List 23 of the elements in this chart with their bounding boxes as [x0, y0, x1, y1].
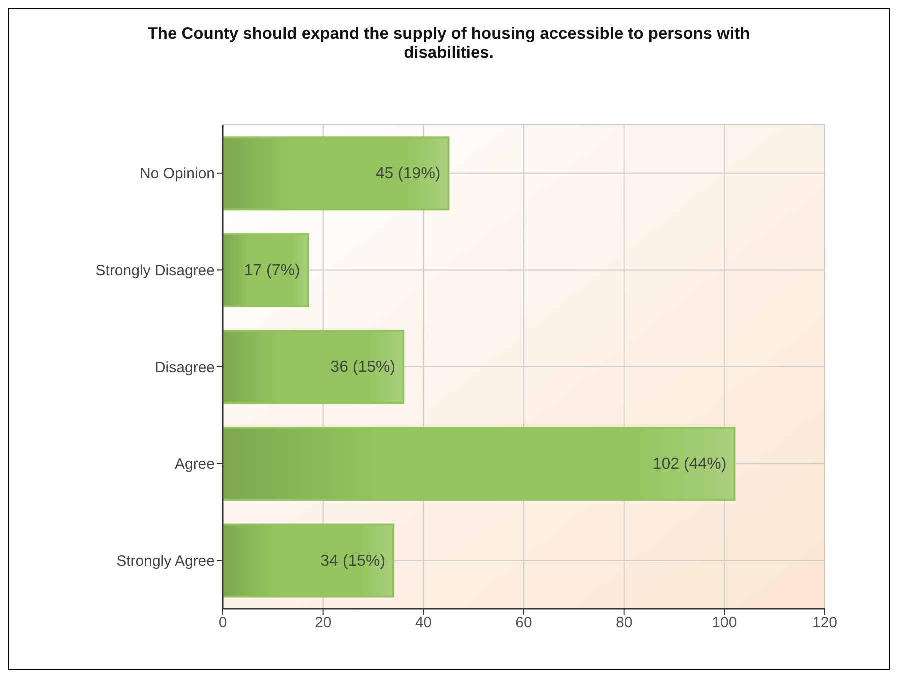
- x-tick-label: 80: [616, 614, 633, 632]
- chart-title: The County should expand the supply of housing accessible to persons with disabilities.: [146, 25, 752, 63]
- bar: [223, 233, 310, 308]
- data-label: 45 (19%): [376, 166, 441, 183]
- data-label: 17 (7%): [244, 262, 300, 280]
- y-tick-label: Strongly Disagree: [96, 262, 215, 280]
- y-tick-label: Strongly Agree: [116, 552, 215, 570]
- x-tick-label: 0: [218, 614, 228, 632]
- x-tick-label: 40: [415, 614, 432, 632]
- y-tick-label: No Opinion: [140, 166, 215, 183]
- x-tick-label: 120: [812, 614, 838, 632]
- bar: [223, 330, 405, 404]
- data-label: 102 (44%): [652, 456, 727, 473]
- x-tick-label: 20: [314, 614, 332, 632]
- x-tick-label: 100: [712, 614, 738, 632]
- data-label: 36 (15%): [330, 359, 396, 376]
- bar: [223, 426, 736, 501]
- bar: [223, 524, 395, 598]
- y-tick-label: Agree: [174, 456, 215, 474]
- x-tick-label: 60: [516, 614, 532, 632]
- y-tick-label: Disagree: [154, 359, 215, 376]
- bar: [223, 136, 450, 211]
- data-label: 34 (15%): [320, 552, 386, 570]
